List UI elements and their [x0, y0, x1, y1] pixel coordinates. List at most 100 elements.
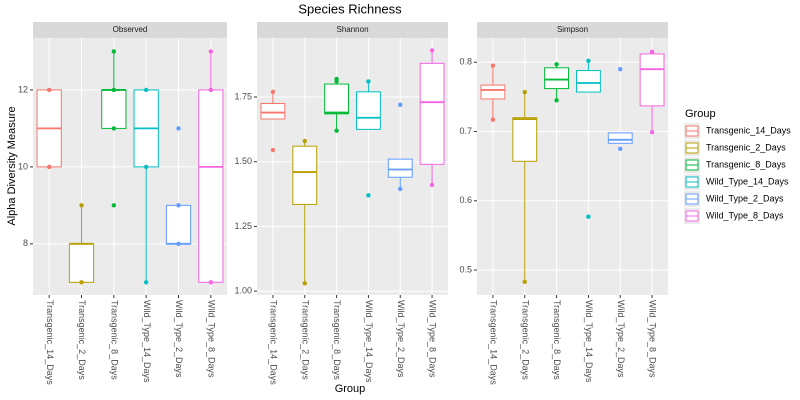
y-tick-label: 0.7	[459, 126, 472, 136]
facet-strip	[257, 22, 448, 38]
box	[198, 89, 224, 283]
point	[398, 102, 403, 107]
point	[490, 63, 496, 68]
y-tick-label: 0.5	[459, 264, 472, 274]
point	[554, 98, 559, 103]
x-tick-label: Transgenic_8_Days	[552, 300, 562, 380]
point	[398, 186, 403, 192]
point	[302, 281, 307, 286]
point	[79, 280, 84, 285]
box	[480, 84, 506, 100]
legend-label: Wild_Type_14_Days	[706, 176, 789, 186]
point	[429, 182, 435, 188]
point	[270, 89, 276, 95]
box	[260, 102, 286, 120]
point	[522, 279, 527, 285]
legend-label: Transgenic_8_Days	[706, 159, 786, 169]
point	[366, 79, 371, 84]
point	[302, 138, 307, 144]
facet-label: Observed	[113, 25, 148, 34]
x-tick-label: Transgenic_2_Days	[520, 300, 530, 380]
box	[101, 89, 127, 129]
box	[639, 53, 665, 107]
x-tick-label: Wild_Type_2_Days	[174, 300, 184, 378]
panel-background	[257, 38, 448, 295]
box	[387, 158, 413, 178]
y-tick-label: 1.25	[234, 221, 252, 231]
y-tick-label: 8	[23, 238, 28, 248]
facet-label: Simpson	[557, 25, 588, 34]
x-tick-label: Transgenic_8_Days	[332, 300, 342, 380]
legend-label: Wild_Type_8_Days	[706, 210, 784, 220]
legend-label: Transgenic_14_Days	[706, 125, 791, 135]
x-tick-label: Wild_Type_2_Days	[616, 300, 626, 378]
chart-title: Species Richness	[298, 1, 402, 16]
legend-label: Transgenic_2_Days	[706, 142, 786, 152]
point	[334, 79, 339, 84]
point	[46, 164, 52, 170]
point	[208, 87, 214, 93]
point	[586, 58, 591, 64]
point	[649, 130, 655, 135]
point	[176, 241, 181, 247]
legend-title: Group	[685, 108, 716, 120]
point	[618, 146, 623, 152]
facet-strip	[477, 22, 668, 38]
y-axis-label: Alpha Diversity Measure	[6, 106, 18, 225]
x-tick-label: Wild_Type_14_Days	[584, 300, 594, 383]
x-tick-label: Transgenic_14_Days	[489, 300, 499, 385]
box	[292, 145, 318, 205]
panel-background	[477, 38, 668, 295]
y-tick-label: 12	[18, 84, 28, 94]
point	[143, 280, 149, 285]
point	[208, 49, 214, 54]
box	[419, 62, 445, 165]
y-tick-label: 1.50	[234, 156, 252, 166]
x-axis-label: Group	[335, 383, 366, 395]
point	[143, 164, 149, 170]
x-tick-label: Wild_Type_8_Days	[428, 300, 438, 378]
y-tick-label: 0.8	[459, 57, 472, 67]
y-tick-label: 1.75	[234, 91, 252, 101]
point	[176, 203, 181, 208]
x-tick-label: Transgenic_14_Days	[45, 300, 55, 385]
box	[575, 70, 601, 93]
box	[68, 243, 95, 283]
point	[490, 117, 496, 122]
point	[366, 193, 371, 198]
point	[554, 62, 559, 67]
x-tick-label: Wild_Type_2_Days	[396, 300, 406, 378]
y-tick-label: 1.00	[234, 285, 252, 295]
point	[208, 280, 214, 285]
point	[176, 126, 181, 131]
x-tick-label: Wild_Type_8_Days	[206, 300, 216, 378]
legend-label: Wild_Type_2_Days	[706, 193, 784, 203]
point	[79, 203, 84, 208]
box	[355, 91, 381, 130]
x-tick-label: Wild_Type_14_Days	[142, 300, 152, 383]
box	[544, 67, 570, 90]
facet-strip	[33, 22, 227, 38]
y-tick-label: 10	[18, 161, 28, 171]
point	[618, 66, 623, 72]
box	[512, 117, 538, 162]
point	[429, 48, 435, 53]
box	[324, 83, 350, 115]
point	[111, 87, 117, 93]
point	[522, 89, 527, 95]
point	[111, 203, 117, 208]
x-tick-label: Transgenic_2_Days	[77, 300, 87, 380]
point	[143, 87, 149, 93]
box	[607, 132, 633, 144]
x-tick-label: Wild_Type_14_Days	[364, 300, 374, 383]
point	[111, 49, 117, 54]
point	[270, 147, 276, 153]
x-tick-label: Transgenic_14_Days	[269, 300, 279, 385]
facet-label: Shannon	[336, 25, 368, 34]
box	[165, 204, 192, 245]
point	[111, 126, 117, 131]
x-tick-label: Transgenic_8_Days	[109, 300, 119, 380]
x-tick-label: Transgenic_2_Days	[300, 300, 310, 380]
point	[46, 87, 52, 93]
